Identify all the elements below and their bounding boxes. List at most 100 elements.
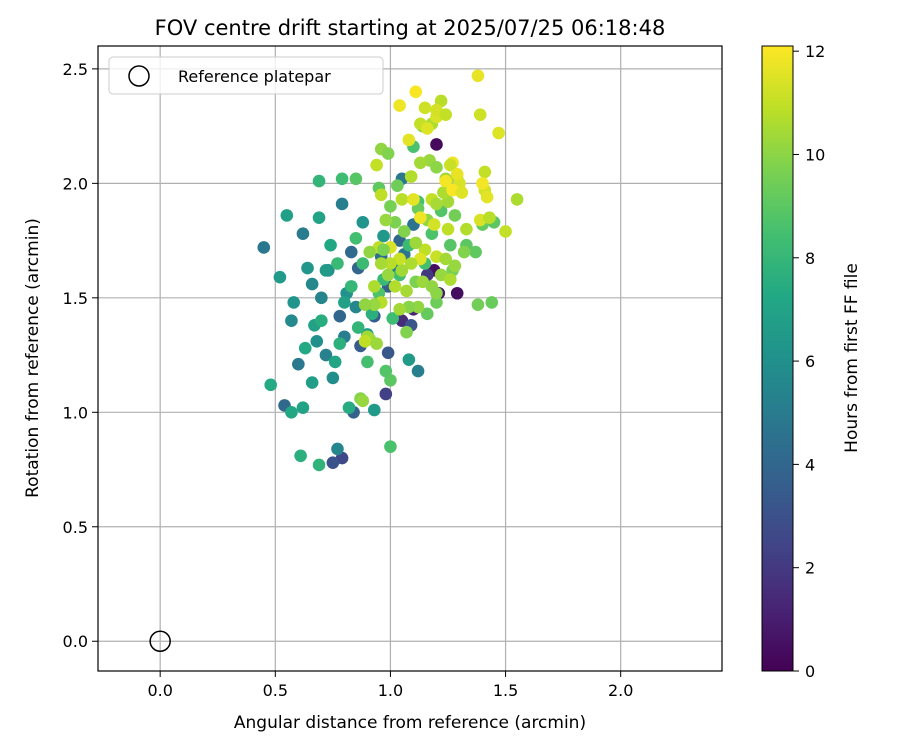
data-point	[312, 211, 326, 225]
data-point	[358, 335, 372, 348]
data-point	[368, 280, 381, 293]
y-tick-label: 0.0	[63, 632, 88, 651]
data-point	[326, 456, 340, 469]
data-point	[370, 158, 383, 172]
data-point	[443, 158, 457, 172]
data-point	[404, 257, 418, 270]
data-point	[344, 245, 358, 259]
data-point	[400, 284, 413, 298]
data-point	[430, 197, 443, 211]
colorbar-gradient	[761, 45, 794, 672]
data-point	[358, 298, 372, 311]
legend-marker-reference	[128, 65, 150, 87]
data-point	[414, 211, 427, 225]
data-point	[430, 286, 443, 300]
x-tick-label: 0.0	[147, 681, 172, 700]
plot-frame	[97, 45, 723, 672]
data-point	[301, 261, 314, 275]
data-point	[344, 280, 358, 293]
data-point	[331, 442, 344, 456]
data-point	[298, 341, 312, 355]
y-tick-label: 0.5	[63, 518, 88, 537]
data-point	[296, 401, 310, 415]
data-point	[285, 314, 298, 328]
data-point	[335, 197, 349, 211]
data-point	[285, 406, 298, 419]
data-point	[441, 222, 455, 236]
legend: Reference platepar	[108, 56, 384, 95]
data-point	[395, 264, 409, 277]
reference-platepar-marker	[149, 630, 171, 652]
data-point	[411, 300, 425, 314]
data-point	[349, 172, 363, 186]
data-point	[305, 277, 319, 291]
colorbar-ticks: 0 2 4 6 8 10 12	[793, 42, 825, 681]
data-point	[349, 232, 363, 245]
data-point	[480, 190, 494, 204]
data-point	[450, 286, 464, 300]
data-point	[381, 147, 395, 160]
data-point	[411, 364, 425, 378]
data-point	[363, 245, 377, 259]
data-point	[430, 138, 443, 151]
data-point	[312, 458, 326, 472]
data-point	[409, 85, 423, 99]
data-point	[450, 167, 464, 181]
data-point	[448, 259, 462, 273]
data-point	[510, 193, 524, 206]
data-point	[381, 346, 395, 360]
data-point	[469, 245, 482, 259]
data-point	[381, 268, 395, 282]
data-point	[473, 108, 487, 121]
data-point	[356, 394, 370, 408]
data-point	[377, 229, 390, 243]
data-point	[326, 371, 340, 385]
data-point	[310, 335, 324, 348]
data-point	[370, 337, 383, 350]
data-point	[368, 403, 381, 417]
legend-box	[108, 56, 384, 95]
colorbar-tick-label: 4	[805, 455, 815, 474]
data-point	[443, 238, 457, 252]
data-points	[257, 69, 524, 472]
data-point	[351, 321, 365, 334]
data-point	[257, 241, 271, 254]
data-point	[361, 355, 374, 369]
data-point	[379, 213, 393, 227]
colorbar-tick-label: 0	[805, 662, 815, 681]
y-axis-ticks: 0.0 0.5 1.0 1.5 2.0 2.5	[63, 60, 98, 651]
data-point	[409, 236, 423, 250]
data-point	[430, 296, 443, 309]
data-point	[448, 209, 462, 222]
data-point	[393, 99, 406, 112]
data-point	[331, 257, 344, 270]
colorbar-tick-label: 12	[805, 42, 825, 61]
data-point	[273, 270, 287, 284]
data-point	[430, 161, 443, 174]
data-point	[368, 298, 381, 311]
data-point	[397, 225, 411, 238]
data-point	[312, 174, 326, 188]
data-point	[478, 165, 492, 179]
data-point	[333, 309, 347, 323]
colorbar: 0 2 4 6 8 10 12 Hours from first FF file	[761, 42, 862, 681]
data-point	[402, 133, 416, 147]
data-point	[292, 357, 305, 371]
data-point	[471, 298, 485, 311]
data-point	[492, 126, 505, 140]
data-point	[384, 199, 397, 213]
data-point	[294, 449, 307, 463]
data-point	[379, 387, 393, 401]
x-tick-label: 1.0	[378, 681, 403, 700]
data-point	[377, 243, 390, 257]
y-tick-label: 1.5	[63, 289, 88, 308]
data-point	[483, 211, 496, 225]
data-point	[420, 307, 434, 321]
data-point	[305, 376, 319, 389]
data-point	[328, 355, 342, 369]
data-point	[356, 257, 370, 270]
data-point	[280, 209, 294, 222]
y-tick-label: 1.0	[63, 403, 88, 422]
data-point	[404, 170, 418, 183]
data-point	[499, 225, 512, 238]
